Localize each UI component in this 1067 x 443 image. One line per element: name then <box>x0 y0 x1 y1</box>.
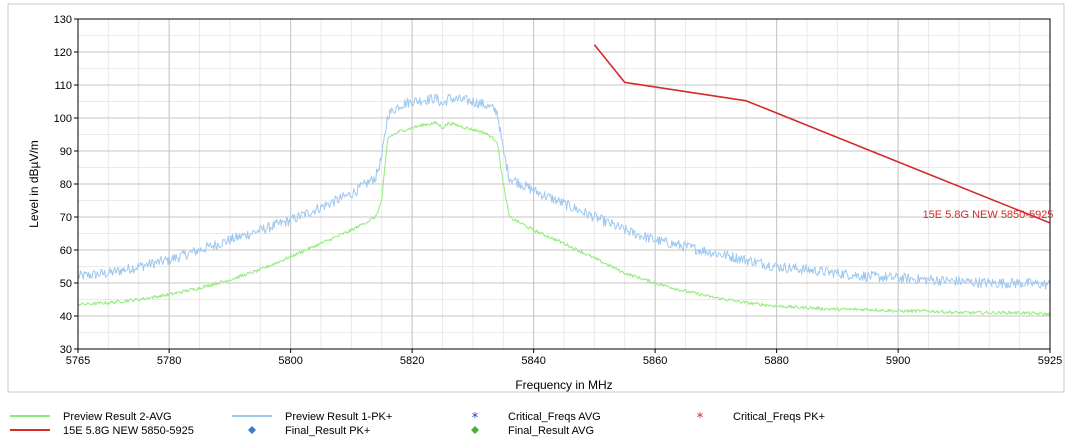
y-tick-label: 40 <box>60 311 72 323</box>
series-line-2 <box>593 44 1051 224</box>
y-tick-label: 130 <box>54 14 72 26</box>
legend-label: Final_Result AVG <box>508 425 594 437</box>
x-tick-label: 5840 <box>521 355 545 367</box>
x-tick-label: 5780 <box>157 355 181 367</box>
y-tick-label: 60 <box>60 245 72 257</box>
legend-label: 15E 5.8G NEW 5850-5925 <box>63 425 194 437</box>
legend-swatch-star: * <box>472 411 479 426</box>
y-axis-label: Level in dBµV/m <box>27 140 41 228</box>
x-tick-label: 5860 <box>643 355 667 367</box>
y-tick-label: 110 <box>54 80 72 92</box>
y-tick-label: 50 <box>60 278 72 290</box>
legend-label: Preview Result 1-PK+ <box>285 411 392 423</box>
x-tick-label: 5820 <box>400 355 424 367</box>
y-tick-label: 30 <box>60 344 72 356</box>
legend-swatch-star: * <box>697 411 704 426</box>
legend-label: Critical_Freqs AVG <box>508 411 601 423</box>
legend: Preview Result 2-AVG Preview Result 1-PK+… <box>10 411 825 437</box>
y-axis-ticks: 30 40 50 60 70 80 90 100 110 120 130 <box>54 14 78 356</box>
legend-swatch-diamond <box>471 426 479 434</box>
x-tick-label: 5880 <box>764 355 788 367</box>
x-tick-label: 5900 <box>886 355 910 367</box>
series-line-1 <box>77 121 1051 317</box>
x-tick-label: 5925 <box>1038 355 1062 367</box>
legend-swatch-diamond <box>248 426 256 434</box>
series-line-0 <box>77 93 1051 290</box>
x-tick-label: 5765 <box>66 355 90 367</box>
legend-label: Critical_Freqs PK+ <box>733 411 825 423</box>
y-tick-label: 90 <box>60 146 72 158</box>
y-tick-label: 100 <box>54 113 72 125</box>
y-tick-label: 120 <box>54 47 72 59</box>
y-tick-label: 80 <box>60 179 72 191</box>
series-layer <box>77 44 1051 317</box>
limit-line-label: 15E 5.8G NEW 5850-5925 <box>923 209 1054 221</box>
y-tick-label: 70 <box>60 212 72 224</box>
x-axis-label: Frequency in MHz <box>515 378 612 392</box>
x-tick-label: 5800 <box>278 355 302 367</box>
legend-label: Final_Result PK+ <box>285 425 370 437</box>
legend-label: Preview Result 2-AVG <box>63 411 172 423</box>
x-axis-ticks: 5765 5780 5800 5820 5840 5860 5880 5900 5925 <box>66 349 1062 367</box>
